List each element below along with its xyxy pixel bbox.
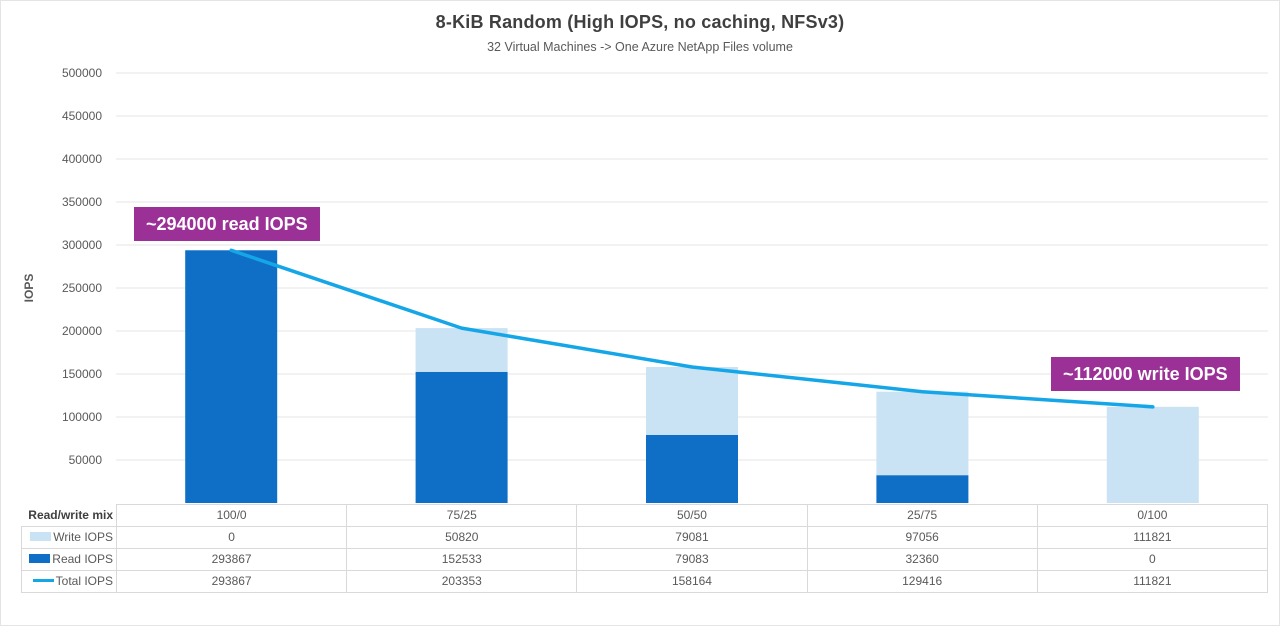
- value-cell: 111821: [1036, 570, 1269, 593]
- chart-subtitle: 32 Virtual Machines -> One Azure NetApp …: [487, 40, 793, 54]
- value-cell: 0: [115, 526, 348, 549]
- chart-title: 8-KiB Random (High IOPS, no caching, NFS…: [435, 12, 845, 32]
- value-cell: 32360: [806, 548, 1038, 571]
- legend-label: Total IOPS: [55, 574, 113, 588]
- write-bar-segment: [1106, 406, 1199, 503]
- y-tick-label: 450000: [62, 109, 102, 123]
- value-cell: 129416: [806, 570, 1038, 593]
- legend-bar-swatch: [30, 532, 52, 542]
- value-cell: 0: [1036, 548, 1269, 571]
- value-cell: 203353: [346, 570, 578, 593]
- category-cell: 0/100: [1036, 504, 1269, 527]
- category-cell: 25/75: [806, 504, 1038, 527]
- value-cell: 79083: [576, 548, 808, 571]
- legend-label: Write IOPS: [53, 530, 113, 544]
- value-cell: 111821: [1036, 526, 1269, 549]
- legend-label: Read IOPS: [52, 552, 113, 566]
- y-axis-title: IOPS: [22, 274, 36, 303]
- y-tick-label: 400000: [62, 152, 102, 166]
- chart-data-table: Read/write mix 100/0 75/25 50/50 25/75 0/100 W…: [21, 504, 1269, 593]
- value-cell: 97056: [806, 526, 1038, 549]
- y-tick-label: 350000: [62, 195, 102, 209]
- category-cell: 50/50: [576, 504, 808, 527]
- legend-label-cell: Write IOPS: [21, 526, 117, 549]
- y-tick-label: 100000: [62, 410, 102, 424]
- legend-label-cell: Total IOPS: [21, 570, 117, 593]
- y-tick-label: 200000: [62, 324, 102, 338]
- data-table: Read/write mix 100/0 75/25 50/50 25/75 0/100 W…: [21, 504, 1269, 593]
- total-iops-line: [229, 248, 1155, 409]
- y-tick-label: 500000: [62, 66, 102, 80]
- write-bar-segment: [646, 366, 738, 435]
- write-bar-segment: [415, 328, 508, 372]
- value-cell: 50820: [346, 526, 578, 549]
- legend-line-swatch: [32, 579, 54, 583]
- category-cell: 100/0: [115, 504, 348, 527]
- value-cell: 293867: [115, 548, 348, 571]
- table-row: Read/write mix 100/0 75/25 50/50 25/75 0/100: [21, 504, 1269, 527]
- annotation-read-iops: ~294000 read IOPS: [134, 207, 320, 241]
- read-bar-segment: [876, 475, 969, 503]
- read-bar-segment: [185, 250, 278, 503]
- table-row: Total IOPS 293867 203353 158164 129416 111821: [21, 570, 1269, 593]
- table-row: Write IOPS 0 50820 79081 97056 111821: [21, 526, 1269, 549]
- category-cell: 75/25: [346, 504, 578, 527]
- value-cell: 152533: [346, 548, 578, 571]
- value-cell: 293867: [115, 570, 348, 593]
- legend-bar-swatch: [29, 554, 51, 564]
- y-tick-label: 50000: [69, 453, 103, 467]
- x-axis-row-label: Read/write mix: [21, 504, 117, 527]
- value-cell: 158164: [576, 570, 808, 593]
- y-tick-label: 250000: [62, 281, 102, 295]
- y-tick-label: 300000: [62, 238, 102, 252]
- write-bar-segment: [876, 391, 969, 476]
- value-cell: 79081: [576, 526, 808, 549]
- read-bar-segment: [415, 371, 508, 503]
- annotation-write-iops: ~112000 write IOPS: [1051, 357, 1240, 391]
- y-tick-label: 150000: [62, 367, 102, 381]
- table-row: Read IOPS 293867 152533 79083 32360 0: [21, 548, 1269, 571]
- legend-label-cell: Read IOPS: [21, 548, 117, 571]
- data-table-body: Read/write mix 100/0 75/25 50/50 25/75 0/100 W…: [21, 504, 1269, 593]
- read-bar-segment: [646, 434, 738, 503]
